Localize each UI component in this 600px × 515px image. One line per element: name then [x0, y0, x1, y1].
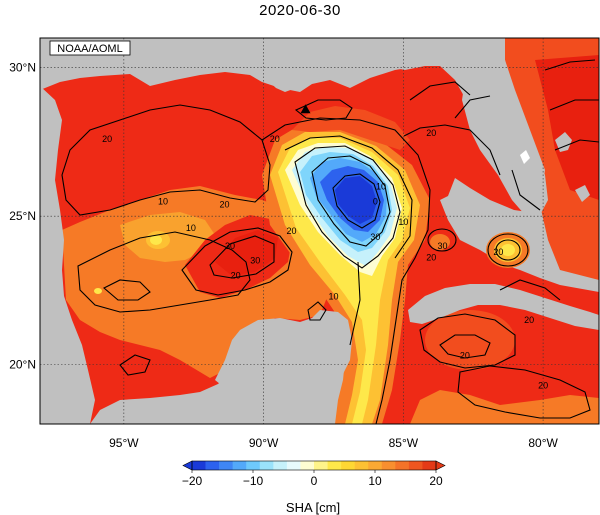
- contour-label: 0: [373, 196, 378, 206]
- colorbar-swatch: [259, 461, 274, 470]
- contour-label: 20: [426, 128, 436, 138]
- lon-tick-label: 95°W: [109, 436, 139, 450]
- map-title: 2020-06-30: [259, 2, 341, 19]
- lat-tick-label: 30°N: [9, 61, 36, 75]
- colorbar-swatch: [395, 461, 410, 470]
- colorbar-swatch: [232, 461, 247, 470]
- latitude-tick-labels: 30°N 25°N 20°N: [9, 61, 36, 372]
- colorbar-low-arrow: [182, 460, 193, 471]
- colorbar-swatch: [192, 461, 206, 470]
- contour-lines: [61, 59, 599, 424]
- land-masses: [40, 38, 599, 424]
- caribbean-orange-eddy: [425, 310, 515, 370]
- east-light-orange: [430, 234, 450, 250]
- contour-label: 10: [158, 196, 168, 206]
- contour-label: 10: [328, 291, 338, 301]
- colorbar-tick-labels: −20 −10 0 10 20: [182, 470, 443, 488]
- colorbar-tick-label: 10: [368, 474, 382, 488]
- east-yellow-eddy: [501, 244, 515, 256]
- map-frame: [39, 37, 600, 425]
- contour-label: 20: [426, 253, 436, 263]
- colorbar-swatch: [341, 461, 355, 470]
- colorbar-tick-label: −10: [243, 474, 264, 488]
- contour-label: 30: [370, 232, 380, 242]
- lake-okeechobee: [520, 150, 530, 164]
- colorbar-swatch: [300, 461, 315, 470]
- contour-label: 30: [437, 241, 447, 251]
- longitude-tick-labels: 95°W 90°W 85°W 80°W: [109, 436, 558, 450]
- colorbar-swatch: [246, 461, 261, 470]
- colorbar-swatch: [314, 461, 328, 470]
- lon-tick-label: 85°W: [389, 436, 419, 450]
- colorbar-tick-label: 0: [311, 474, 318, 488]
- contour-label: 20: [231, 271, 241, 281]
- north-loop-orange: [292, 106, 410, 150]
- colorbar-swatch: [408, 461, 423, 470]
- contour-label: 30: [225, 241, 235, 251]
- contour-label: 10: [186, 223, 196, 233]
- loop-dark-blue: [335, 176, 377, 224]
- colorbar-swatch: [273, 461, 288, 470]
- map-plot-area: 2010102030302020201010010203030202020202…: [40, 38, 599, 424]
- lat-tick-label: 20°N: [9, 358, 36, 372]
- contour-labels: 2010102030302020201010010203030202020202…: [102, 128, 548, 390]
- colorbar-swatch: [327, 461, 342, 470]
- colorbar-swatch: [219, 461, 233, 470]
- small-yellow-spot: [94, 288, 102, 294]
- colorbar-swatch: [205, 461, 220, 470]
- colorbar-tick-label: −20: [182, 474, 203, 488]
- lon-tick-label: 90°W: [249, 436, 279, 450]
- central-red-eddy-core: [215, 230, 278, 276]
- colorbar-tick-label: 20: [429, 474, 443, 488]
- contour-label: 20: [460, 351, 470, 361]
- caribbean-orange: [410, 390, 599, 424]
- colorbar-swatch: [422, 461, 437, 470]
- location-marker-triangle-icon: [300, 104, 311, 114]
- contour-label: 20: [524, 315, 534, 325]
- contour-label: 20: [493, 247, 503, 257]
- contour-label: 20: [270, 134, 280, 144]
- colorbar-swatch: [381, 461, 396, 470]
- lon-tick-label: 80°W: [528, 436, 558, 450]
- colorbar: [182, 460, 446, 471]
- colorbar-label: SHA [cm]: [286, 500, 340, 515]
- atlantic-ocean-ne-core: [535, 55, 599, 200]
- lat-tick-label: 25°N: [9, 209, 36, 223]
- colorbar-high-arrow: [435, 460, 446, 471]
- contour-label: 10: [376, 181, 386, 191]
- colorbar-swatch: [354, 461, 369, 470]
- credit-box: NOAA/AOML: [49, 40, 131, 56]
- gridlines: [40, 38, 599, 424]
- contour-label: 20: [102, 134, 112, 144]
- contour-label: 20: [538, 380, 548, 390]
- west-yellow-eddy-core: [150, 235, 162, 245]
- contour-label: 20: [219, 199, 229, 209]
- colorbar-swatch: [368, 461, 383, 470]
- colorbar-swatch: [286, 461, 301, 470]
- contour-label: 20: [287, 226, 297, 236]
- contour-label: 30: [250, 256, 260, 266]
- contour-label: 10: [398, 217, 408, 227]
- credit-text: NOAA/AOML: [57, 43, 122, 55]
